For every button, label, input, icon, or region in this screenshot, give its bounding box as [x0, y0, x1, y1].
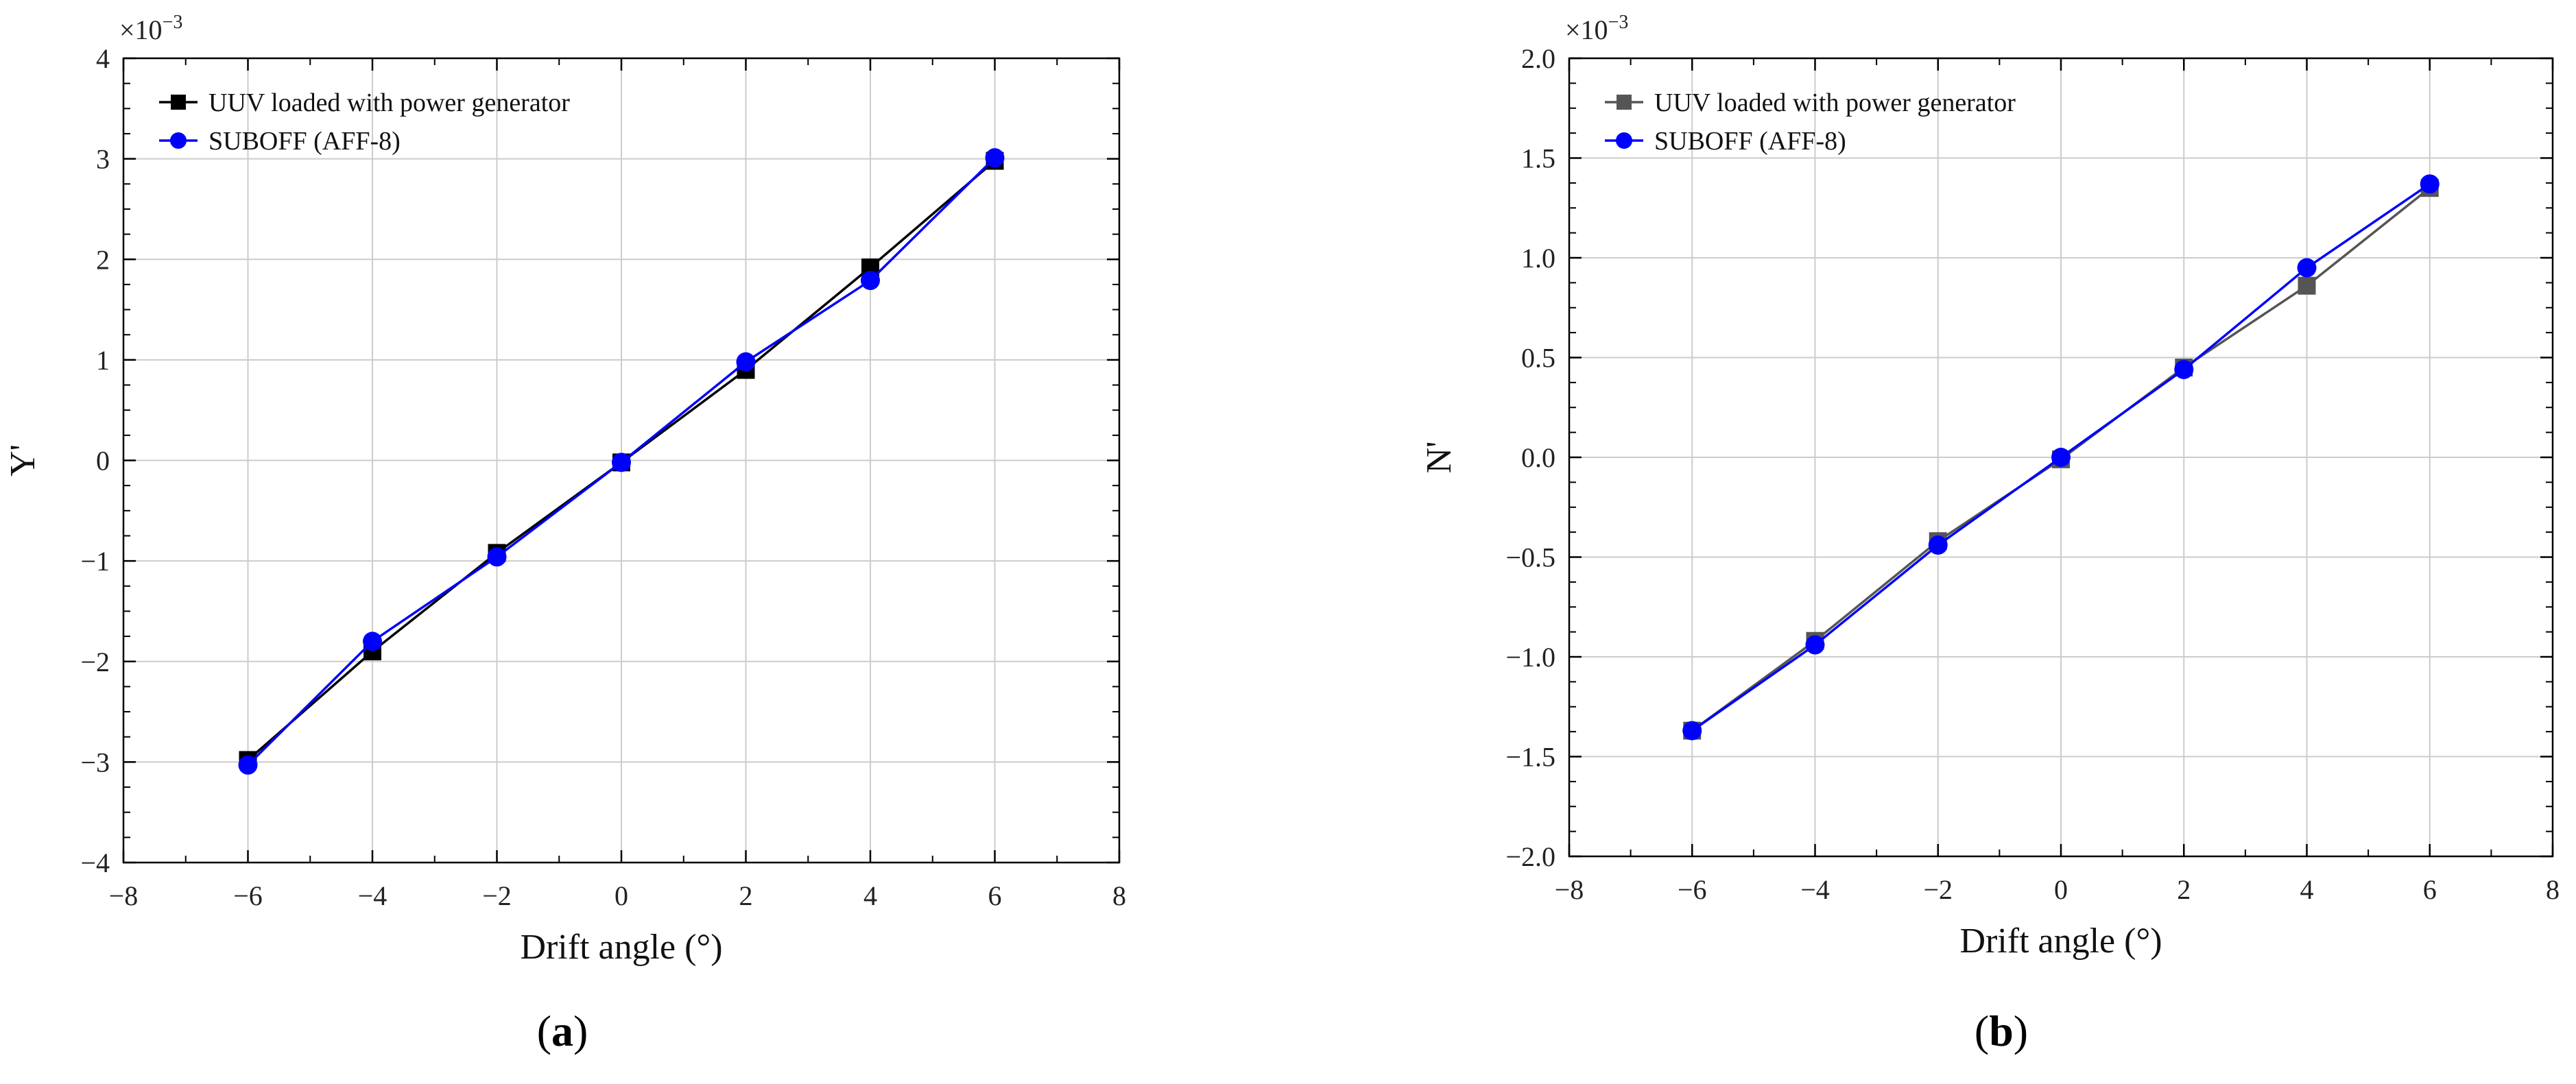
- series-1-circle-marker: [985, 148, 1005, 168]
- series-1-circle-marker: [1682, 721, 1702, 740]
- y-axis-title: Y': [3, 444, 43, 477]
- x-tick-label: −4: [1800, 874, 1830, 905]
- y-tick-label: 1.5: [1521, 143, 1555, 174]
- series-1-circle-marker: [238, 755, 258, 775]
- x-tick-label: 2: [739, 880, 753, 911]
- panel-label: (a): [537, 1007, 588, 1055]
- series-1-circle-marker: [612, 453, 631, 472]
- y-tick-label: −2: [80, 647, 110, 677]
- y-tick-label: −1.0: [1505, 642, 1555, 673]
- x-tick-label: −4: [358, 880, 387, 911]
- chart-panel-a: −8 −6 −4 −2 0 2 4 6 8 −4 −3 −2 −1 0 1 2 3 4 ×10−3 Drift ang…: [3, 12, 1126, 1055]
- x-tick-label: −2: [482, 880, 512, 911]
- y-tick-label: 1.0: [1521, 243, 1555, 274]
- series-1-circle-marker: [363, 631, 382, 651]
- x-tick-label: 4: [2300, 874, 2314, 905]
- y-tick-label: 3: [96, 144, 110, 175]
- y-tick-label: −1: [80, 546, 110, 577]
- series-1-circle-marker: [736, 352, 756, 372]
- y-tick-label: −3: [80, 747, 110, 778]
- y-scale-multiplier: ×10−3: [1565, 12, 1628, 45]
- x-tick-label: 8: [1112, 880, 1126, 911]
- y-tick-label: 2.0: [1521, 43, 1555, 74]
- x-axis-title: Drift angle (°): [1959, 922, 2162, 961]
- series-1-circle-marker: [1928, 535, 1948, 555]
- legend-label: SUBOFF (AFF-8): [1654, 127, 1846, 156]
- y-tick-label: −2.0: [1505, 841, 1555, 872]
- y-tick-label: 0.5: [1521, 343, 1555, 374]
- y-tick-label: 1: [96, 345, 110, 376]
- series-1-circle-marker: [2174, 359, 2194, 379]
- series-0-square-marker: [2298, 276, 2316, 295]
- x-axis-title: Drift angle (°): [520, 928, 722, 967]
- legend-label: SUBOFF (AFF-8): [208, 127, 401, 156]
- legend-circle-marker: [1616, 132, 1632, 149]
- x-tick-label: 6: [988, 880, 1002, 911]
- series-1-circle-marker: [2297, 258, 2317, 278]
- series-1-circle-marker: [1805, 635, 1825, 655]
- y-tick-label: −4: [80, 847, 110, 878]
- legend-circle-marker: [170, 132, 187, 149]
- x-tick-label: 6: [2423, 874, 2437, 905]
- x-tick-label: −8: [109, 880, 139, 911]
- x-tick-label: −2: [1923, 874, 1953, 905]
- x-tick-label: −6: [233, 880, 263, 911]
- y-tick-label: 0: [96, 446, 110, 477]
- series-1-circle-marker: [861, 271, 880, 291]
- x-tick-label: 8: [2546, 874, 2560, 905]
- y-tick-label: 0.0: [1521, 442, 1555, 473]
- x-tick-label: −6: [1678, 874, 1707, 905]
- y-tick-label: 4: [96, 43, 110, 74]
- series-1-circle-marker: [487, 547, 507, 567]
- y-tick-label: −1.5: [1505, 742, 1555, 773]
- chart-panel-b: −8 −6 −4 −2 0 2 4 6 8 −2.0 −1.5 −1.0 −0.5 0.0 0.5 1.0 1.…: [1420, 12, 2560, 1055]
- x-tick-label: −8: [1555, 874, 1584, 905]
- legend-square-marker: [171, 95, 186, 110]
- legend-label: UUV loaded with power generator: [1654, 88, 2016, 117]
- series-1-circle-marker: [2420, 174, 2440, 194]
- y-tick-label: −0.5: [1505, 542, 1555, 573]
- legend-square-marker: [1617, 95, 1632, 110]
- y-axis-title: N': [1420, 442, 1459, 474]
- x-tick-label: 2: [2177, 874, 2191, 905]
- x-tick-label: 0: [615, 880, 628, 911]
- y-tick-label: 2: [96, 244, 110, 275]
- x-tick-label: 4: [863, 880, 877, 911]
- legend-label: UUV loaded with power generator: [208, 88, 570, 117]
- y-scale-multiplier: ×10−3: [119, 12, 182, 45]
- series-1-circle-marker: [2051, 448, 2071, 467]
- panel-label: (b): [1975, 1007, 2028, 1055]
- x-tick-label: 0: [2054, 874, 2068, 905]
